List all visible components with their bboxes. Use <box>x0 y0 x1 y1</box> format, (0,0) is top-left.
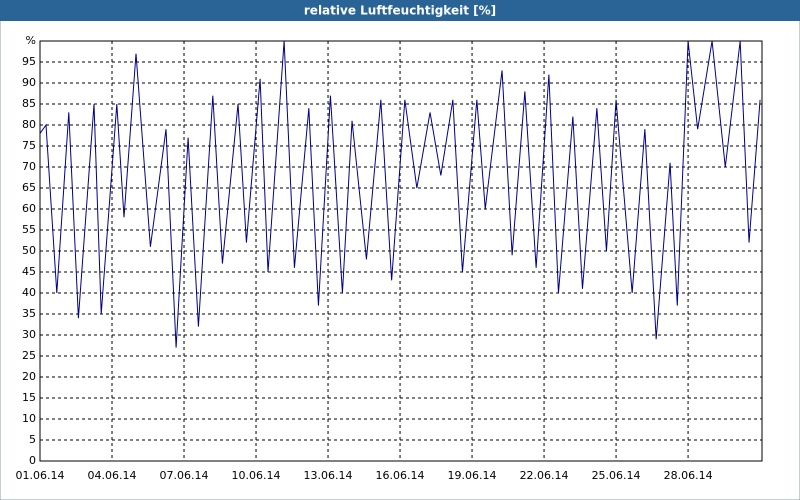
x-tick-label: 28.06.14 <box>664 469 713 482</box>
y-tick-label: 0 <box>29 454 36 467</box>
x-tick-label: 07.06.14 <box>160 469 209 482</box>
x-tick-label: 01.06.14 <box>16 469 65 482</box>
x-tick-label: 04.06.14 <box>88 469 137 482</box>
x-tick-label: 22.06.14 <box>520 469 569 482</box>
y-tick-label: 90 <box>22 76 36 89</box>
y-tick-label: 55 <box>22 223 36 236</box>
y-tick-label: 45 <box>22 265 36 278</box>
x-tick-label: 19.06.14 <box>448 469 497 482</box>
y-tick-label: 15 <box>22 391 36 404</box>
x-tick-label: 25.06.14 <box>592 469 641 482</box>
y-tick-label: 95 <box>22 55 36 68</box>
y-tick-label: % <box>26 34 36 47</box>
chart-title: relative Luftfeuchtigkeit [%] <box>304 4 496 18</box>
y-tick-label: 65 <box>22 181 36 194</box>
y-tick-label: 25 <box>22 349 36 362</box>
y-tick-label: 60 <box>22 202 36 215</box>
y-tick-label: 20 <box>22 370 36 383</box>
y-tick-label: 30 <box>22 328 36 341</box>
y-tick-label: 50 <box>22 244 36 257</box>
x-tick-label: 16.06.14 <box>376 469 425 482</box>
y-tick-label: 75 <box>22 139 36 152</box>
y-tick-label: 80 <box>22 118 36 131</box>
y-tick-label: 40 <box>22 286 36 299</box>
title-bar <box>0 0 800 21</box>
y-tick-label: 70 <box>22 160 36 173</box>
data-line <box>39 40 761 348</box>
x-tick-label: 13.06.14 <box>304 469 353 482</box>
y-tick-label: 35 <box>22 307 36 320</box>
y-tick-label: 10 <box>22 412 36 425</box>
y-tick-label: 5 <box>29 433 36 446</box>
y-tick-label: 85 <box>22 97 36 110</box>
x-tick-label: 10.06.14 <box>232 469 281 482</box>
